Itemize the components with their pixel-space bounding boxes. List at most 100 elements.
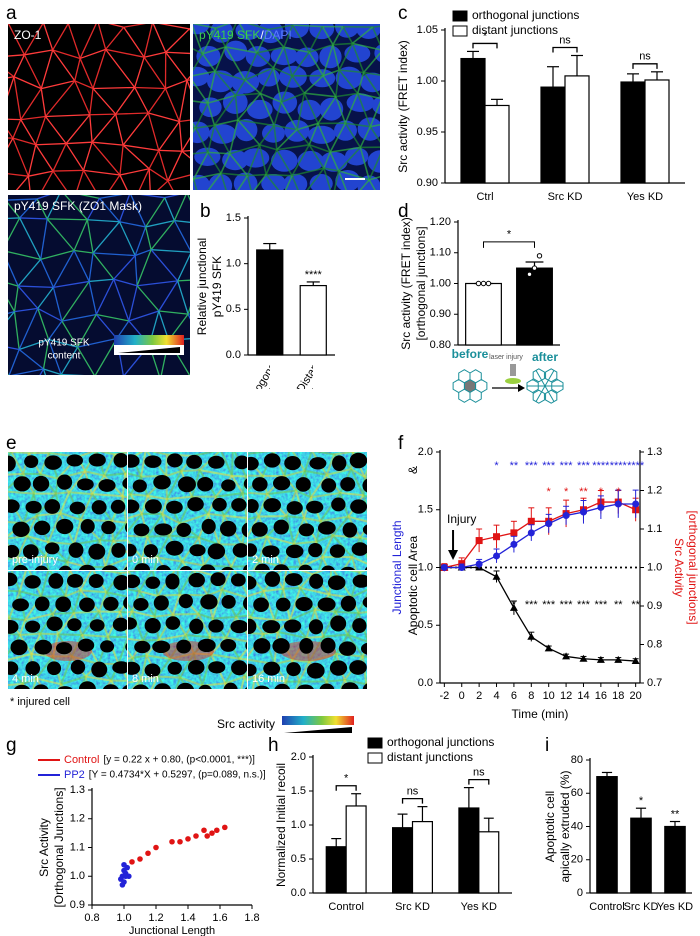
cell <box>306 662 325 679</box>
cell-edge <box>179 676 203 687</box>
cell-edge <box>19 198 38 219</box>
y2-axis-label: [orthogonal junctions] <box>686 510 700 624</box>
cell-edge <box>229 153 249 177</box>
cell-edge <box>365 683 367 688</box>
cell-edge <box>280 101 298 131</box>
cell-edge <box>332 42 353 46</box>
cell-edge <box>248 557 260 562</box>
annotation: Injury <box>447 512 476 526</box>
cell-edge <box>52 250 75 288</box>
cell-edge <box>74 58 81 81</box>
legend-label: distant junctions <box>387 750 473 764</box>
x-tick-label: 0.8 <box>84 912 99 924</box>
cell-edge <box>225 636 247 643</box>
cell <box>10 639 28 656</box>
frame-label: 0 min <box>132 554 159 566</box>
cell-edge <box>78 376 95 409</box>
cell-edge <box>266 489 297 496</box>
y-tick-label: 0.8 <box>647 638 662 650</box>
cell-edge <box>293 540 317 545</box>
x-tick-label: Src KD <box>624 901 659 913</box>
cell <box>340 477 356 492</box>
cell-edge <box>8 118 21 121</box>
cell-edge <box>103 453 116 477</box>
cell-edge <box>251 676 256 689</box>
y-axis-label: Apoptotic cell <box>543 791 557 862</box>
cell-edge <box>193 152 209 180</box>
y-tick-label: 1.1 <box>647 523 662 535</box>
cell-edge <box>134 86 166 90</box>
cell-edge <box>332 516 350 537</box>
cell-edge <box>0 17 5 57</box>
cell <box>46 661 62 676</box>
cell-edge <box>283 196 301 198</box>
cell-edge <box>115 113 124 146</box>
cell-edge <box>224 24 237 48</box>
cell-edge <box>210 653 240 660</box>
marker <box>493 552 501 560</box>
cell-edge <box>40 49 54 89</box>
marker <box>475 537 483 545</box>
cell-edge <box>36 511 61 517</box>
cell-edge <box>9 617 26 622</box>
y-tick-label: 0.5 <box>418 619 433 631</box>
cell-edge <box>283 47 293 77</box>
cell-edge <box>544 370 555 387</box>
cell <box>349 452 367 469</box>
cell-edge <box>214 46 227 72</box>
cell-edge <box>266 173 293 177</box>
cell-edge <box>312 571 324 576</box>
cell <box>327 575 346 591</box>
cell-edge <box>92 141 124 146</box>
cell <box>66 454 84 467</box>
cell-edge <box>128 512 143 520</box>
y-axis-label: Src Activity <box>37 818 51 877</box>
cell-edge <box>115 112 149 115</box>
frame-label: pre-injury <box>12 554 58 566</box>
cell-edge <box>363 476 367 483</box>
cell-edge <box>381 501 393 517</box>
cell <box>197 476 214 492</box>
cell-edge <box>138 571 153 592</box>
bar <box>345 805 367 894</box>
cell-edge <box>379 567 386 597</box>
cell-edge <box>308 43 334 54</box>
cell <box>103 596 119 611</box>
cell-edge <box>193 47 203 55</box>
scale-bar <box>345 178 365 180</box>
cell <box>78 681 96 689</box>
cell-edge <box>335 69 340 97</box>
cell-edge <box>363 468 367 478</box>
sig-label: ** <box>671 808 680 820</box>
cell-edge <box>138 168 150 190</box>
cell <box>200 594 218 610</box>
cell-edge <box>289 608 316 621</box>
x-tick-label: 10 <box>543 690 555 702</box>
cell-edge <box>358 571 367 573</box>
data-point <box>485 280 492 287</box>
cell-edge <box>351 556 367 565</box>
legend-fit: [y = 0.22 x + 0.80, (p<0.0001, ***)] <box>103 755 255 766</box>
cell-edge <box>372 25 380 28</box>
cell-edge <box>8 261 19 287</box>
cell <box>133 523 150 537</box>
cell-edge <box>370 541 375 565</box>
cell-edge <box>295 489 312 499</box>
cell <box>34 639 53 655</box>
cell-edge <box>11 452 29 455</box>
cell-edge <box>77 452 95 458</box>
y-tick-label: 0.5 <box>226 303 241 315</box>
cell-edge <box>37 307 63 322</box>
cell-edge <box>164 88 181 122</box>
cell <box>128 543 137 557</box>
cell-edge <box>150 452 167 456</box>
cell-edge <box>99 452 115 456</box>
bar <box>630 817 652 894</box>
cell-edge <box>148 168 151 190</box>
sig-label: *** <box>525 599 539 611</box>
cell-edge <box>243 671 247 678</box>
cell-edge <box>358 611 367 614</box>
colorbar <box>114 335 184 345</box>
data-point <box>145 850 151 857</box>
data-point <box>129 859 135 865</box>
